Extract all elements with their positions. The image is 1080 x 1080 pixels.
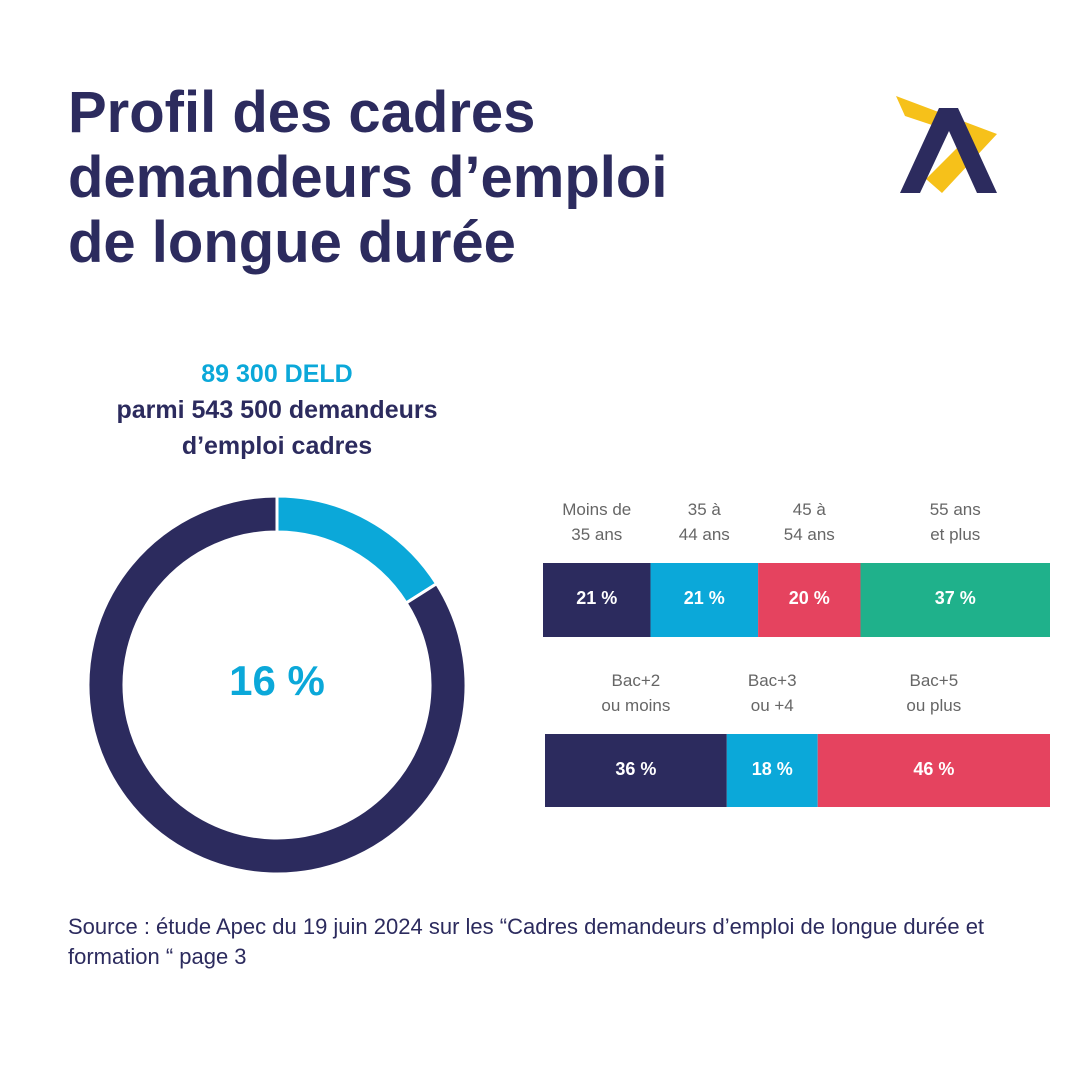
- bar-segment: [650, 563, 759, 637]
- legend-label: Bac+3 ou +4: [747, 671, 797, 715]
- bar-segment: [545, 734, 727, 807]
- bar-segment: [817, 734, 1050, 807]
- bar-value-label: 36 %: [615, 758, 657, 779]
- bar-value-label: 20 %: [788, 588, 830, 608]
- bar-segment: [758, 563, 861, 637]
- title: Profil des cadres demandeurs d’emploi de…: [68, 80, 668, 275]
- donut-segment: [275, 494, 439, 606]
- bar-value-label: 37 %: [934, 588, 976, 608]
- bar-value-label: 21 %: [576, 588, 618, 608]
- bar-segment: [726, 734, 818, 807]
- bar-segment: [860, 563, 1050, 637]
- donut-title: 89 300 DELD: [201, 360, 353, 388]
- legend-label: 45 à 54 ans: [783, 500, 835, 544]
- legend-label: 35 à 44 ans: [678, 500, 730, 544]
- bar-value-label: 18 %: [751, 758, 793, 779]
- legend-label: 55 ans et plus: [929, 500, 981, 544]
- legend-label: Bac+5 ou plus: [906, 671, 962, 715]
- source: Source : étude Apec du 19 juin 2024 sur …: [68, 914, 985, 969]
- logo: [896, 96, 997, 193]
- bar-value-label: 21 %: [683, 588, 725, 608]
- bar-value-label: 46 %: [913, 758, 955, 779]
- donut-value-label: 16 %: [229, 657, 325, 704]
- donut-subtitle: parmi 543 500 demandeurs d’emploi cadres: [116, 396, 438, 460]
- legend-label: Moins de 35 ans: [562, 500, 632, 544]
- bar-segment: [543, 563, 651, 637]
- legend-label: Bac+2 ou moins: [601, 671, 671, 715]
- donut-segment: [86, 494, 468, 876]
